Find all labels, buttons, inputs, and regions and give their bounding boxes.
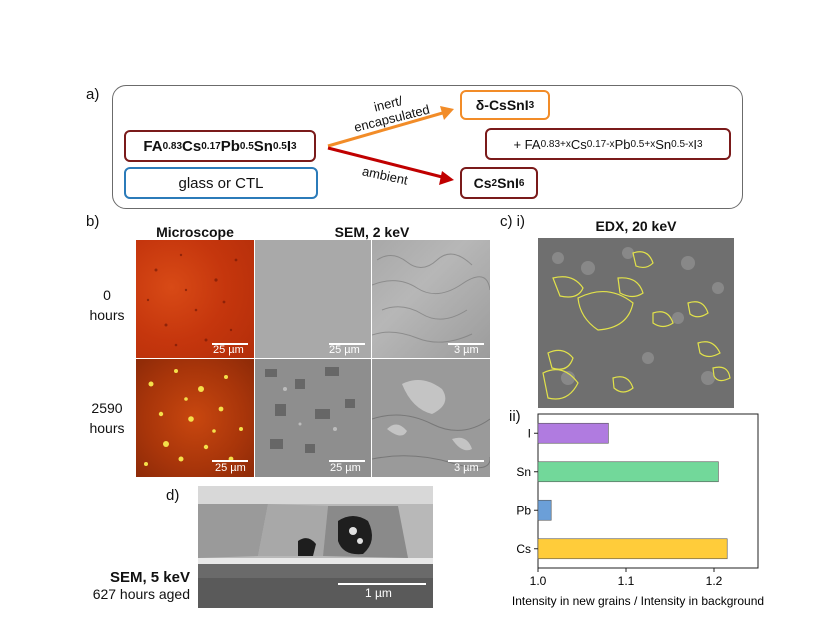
inert-arrowhead [440, 106, 454, 120]
microscope-0h-texture [146, 253, 238, 347]
y-tick-label: Pb [516, 503, 531, 517]
product-ambient-box: Cs 2 SnI 6 [460, 167, 538, 199]
col-head-microscope: Microscope [156, 224, 234, 240]
scalebar-label: 3 µm [454, 344, 479, 356]
scheme-frame [112, 85, 743, 209]
precursor-fa: FA [143, 137, 163, 155]
panel-label-c-ii: ii) [509, 408, 521, 425]
bar-sn [537, 461, 719, 483]
plot-frame [537, 413, 759, 569]
scalebar-line [448, 343, 484, 345]
sem-image-0h-high: 3 µm [372, 240, 490, 358]
scalebar-line [329, 460, 365, 462]
bar-cs [537, 538, 728, 560]
extra-pb: Pb [614, 136, 631, 152]
row-label-2590h-line2: hours [89, 420, 125, 436]
extra-sn: Sn [655, 136, 672, 152]
sem-2590h-low-texture [265, 367, 355, 453]
ambient-sni-sub: 6 [518, 177, 525, 189]
row-label-0h-line1: 0 [103, 287, 111, 303]
inert-arrow [327, 110, 447, 148]
extra-i: I [693, 136, 697, 152]
x-axis-label: Intensity in new grains / Intensity in b… [512, 594, 764, 608]
x-tick-label: 1.1 [618, 574, 635, 588]
x-tick-label: 1.2 [706, 574, 723, 588]
edx-image-texture [542, 247, 731, 400]
product-inert-sub: 3 [528, 99, 535, 111]
precursor-sn-sub: 0.5 [272, 140, 287, 152]
y-tick-label: Cs [516, 542, 531, 556]
precursor-fa-sub: 0.83 [162, 140, 183, 152]
sem-label-line2: 627 hours aged [92, 586, 190, 602]
scalebar-label: 1 µm [365, 586, 392, 600]
ambient-cs-sub: 2 [491, 177, 498, 189]
precursor-i-sub: 3 [291, 140, 297, 152]
sem-label-line1: SEM, 5 keV [109, 569, 190, 586]
ambient-cs: Cs [473, 175, 492, 191]
sem-image-2590h-low: 25 µm [255, 359, 371, 477]
sem-label: SEM, 5 keV 627 hours aged [60, 569, 190, 602]
precursor-pb-sub: 0.5 [239, 140, 254, 152]
scalebar-label: 3 µm [454, 462, 479, 474]
scalebar-line [338, 583, 426, 585]
precursor-cs: Cs [182, 137, 202, 155]
substrate-box: glass or CTL [124, 167, 318, 199]
extra-cs-sub: 0.17-x [586, 138, 615, 150]
extra-sn-sub: 0.5-x [671, 138, 694, 150]
precursor-sn: Sn [253, 137, 273, 155]
x-tick-label: 1.0 [530, 574, 547, 588]
sem-image-0h-low: 25 µm [255, 240, 371, 358]
extra-i-sub: 3 [696, 138, 703, 150]
scalebar-line [448, 460, 484, 462]
reaction-arrows [327, 106, 454, 185]
microscope-image-0h: 25 µm [136, 240, 254, 358]
precursor-i: I [286, 137, 292, 155]
y-tick-label: I [528, 426, 531, 440]
sem-0h-high-texture [372, 253, 490, 343]
scalebar-line [329, 343, 365, 345]
panel-label-c: c) i) [500, 213, 525, 230]
col-head-sem: SEM, 2 keV [334, 224, 410, 240]
scalebar-label: 25 µm [330, 462, 361, 474]
cross-section-image: 1 µm [198, 486, 433, 608]
ambient-arrowhead [439, 171, 454, 185]
row-label-0h: 0 hours [80, 285, 134, 325]
extra-pb-sub: 0.5+x [630, 138, 656, 150]
product-inert-text: δ-CsSnI [475, 97, 529, 113]
panel-label-a: a) [86, 86, 100, 103]
sem-2590h-high-texture [372, 380, 490, 469]
scalebar-line [212, 460, 248, 462]
cross-section-texture [198, 486, 433, 608]
row-label-2590h: 2590 hours [80, 398, 134, 438]
bar-i [537, 422, 609, 444]
sem-image-2590h-high: 3 µm [372, 359, 490, 477]
panel-label-d: d) [166, 487, 180, 504]
precursor-cs-sub: 0.17 [201, 140, 221, 152]
extra-cs: Cs [570, 136, 587, 152]
row-label-0h-line2: hours [89, 307, 125, 323]
ambient-arrow [327, 146, 447, 180]
extra-fa: + FA [513, 136, 541, 152]
scalebar-label: 25 µm [215, 462, 246, 474]
microscope-image-2590h: 25 µm [136, 359, 254, 477]
ambient-sni: SnI [497, 175, 519, 191]
precursor-pb: Pb [220, 137, 240, 155]
extra-fa-sub: 0.83+x [540, 138, 571, 150]
edx-image [538, 238, 734, 408]
row-label-2590h-line1: 2590 [91, 400, 123, 416]
scalebar-line [212, 343, 248, 345]
panel-label-b: b) [86, 213, 100, 230]
scalebar-label: 25 µm [213, 344, 244, 356]
scalebar-label: 25 µm [329, 344, 360, 356]
edx-bar-chart: I Sn Pb Cs 1.0 1.1 1.2 Intensity in new grains … [512, 413, 764, 608]
y-tick-label: Sn [516, 465, 531, 479]
bar-pb [537, 499, 552, 521]
product-inert-box: δ-CsSnI 3 [460, 90, 550, 120]
edx-title: EDX, 20 keV [595, 218, 677, 234]
